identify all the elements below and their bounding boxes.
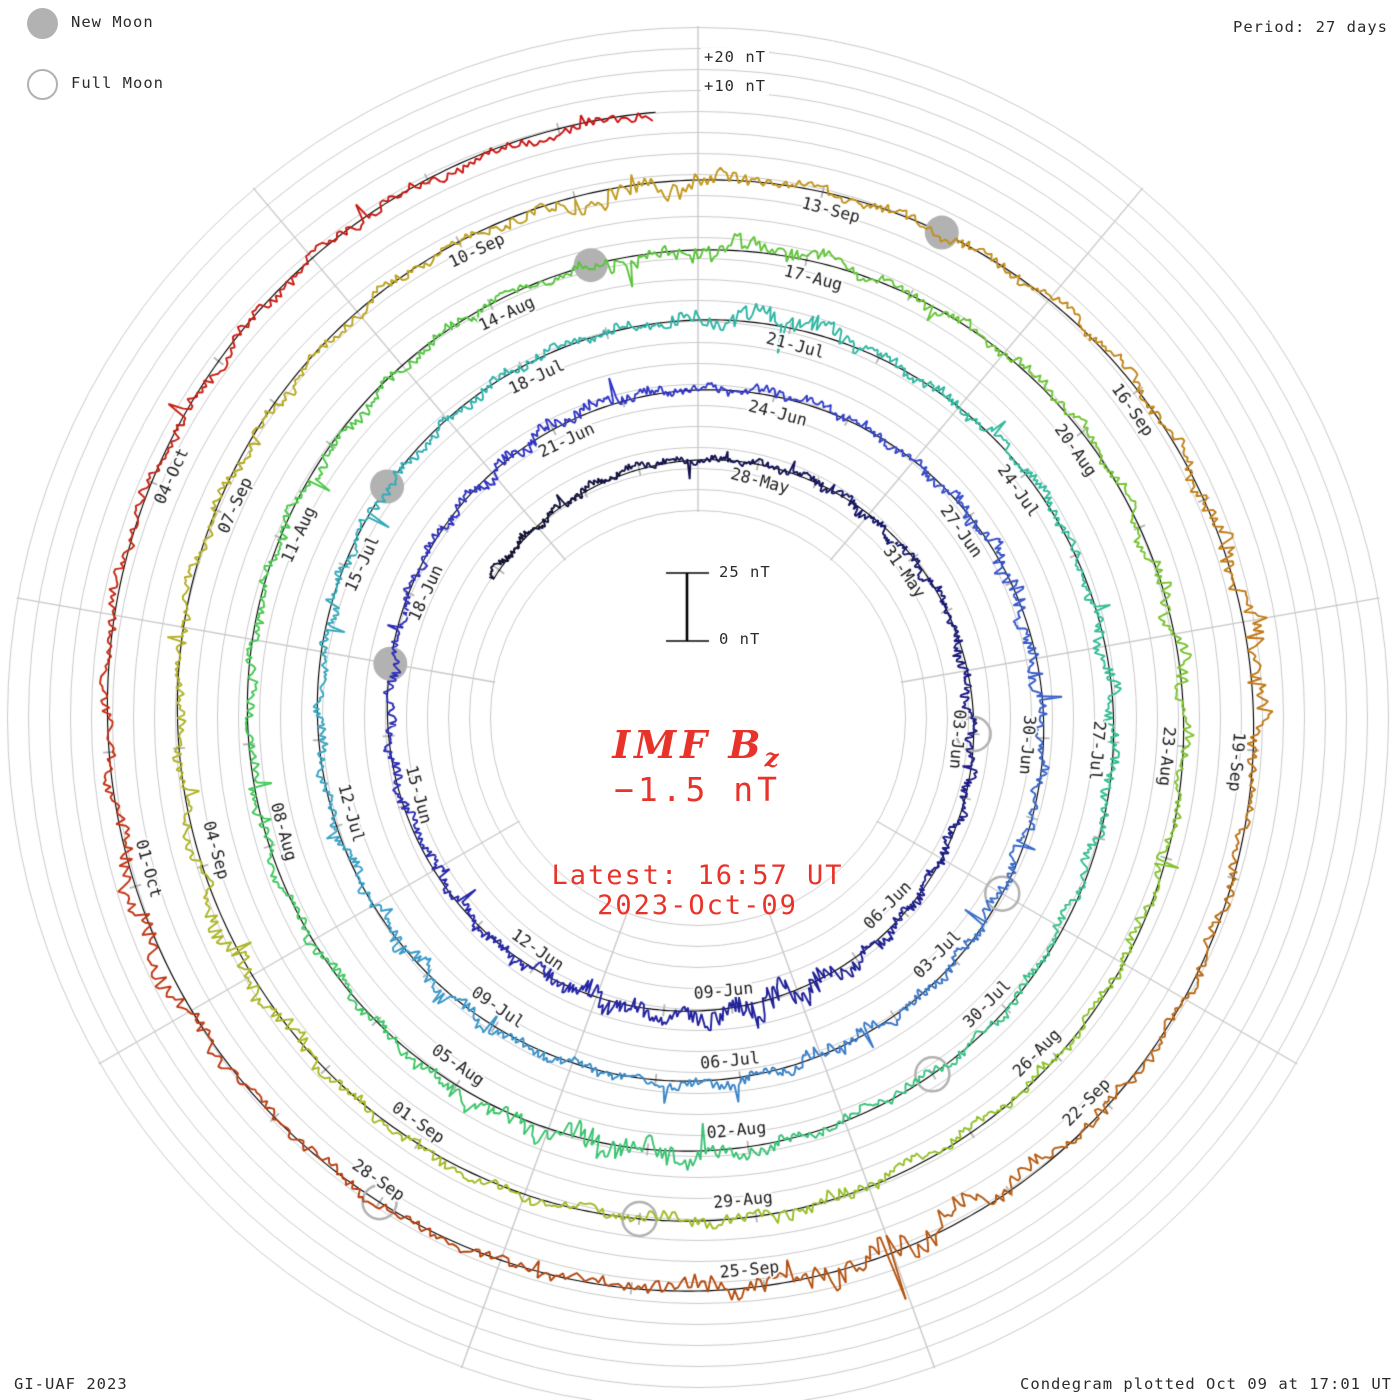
period-label: Period: 27 days [1233, 18, 1388, 36]
latest-time-label: Latest: 16:57 UT [551, 860, 844, 891]
latest-date-label: 2023-Oct-09 [597, 890, 798, 921]
scalebar-zero-label: 0 nT [719, 630, 761, 648]
plus20nT-gridline-label: +20 nT [701, 48, 769, 66]
credit-label: GI-UAF 2023 [14, 1375, 128, 1393]
full-moon-icon [27, 69, 58, 100]
scalebar-max-label: 25 nT [719, 563, 771, 581]
full-moon-label: Full Moon [71, 74, 164, 92]
new-moon-label: New Moon [71, 13, 154, 31]
new-moon-icon [27, 8, 58, 39]
current-value: −1.5 nT [613, 770, 782, 809]
chart-title: IMF Bz [612, 722, 783, 773]
plus10nT-gridline-label: +10 nT [701, 77, 769, 95]
plotted-timestamp-label: Condegram plotted Oct 09 at 17:01 UT [1020, 1375, 1392, 1393]
chart-title-subscript: z [764, 743, 783, 773]
